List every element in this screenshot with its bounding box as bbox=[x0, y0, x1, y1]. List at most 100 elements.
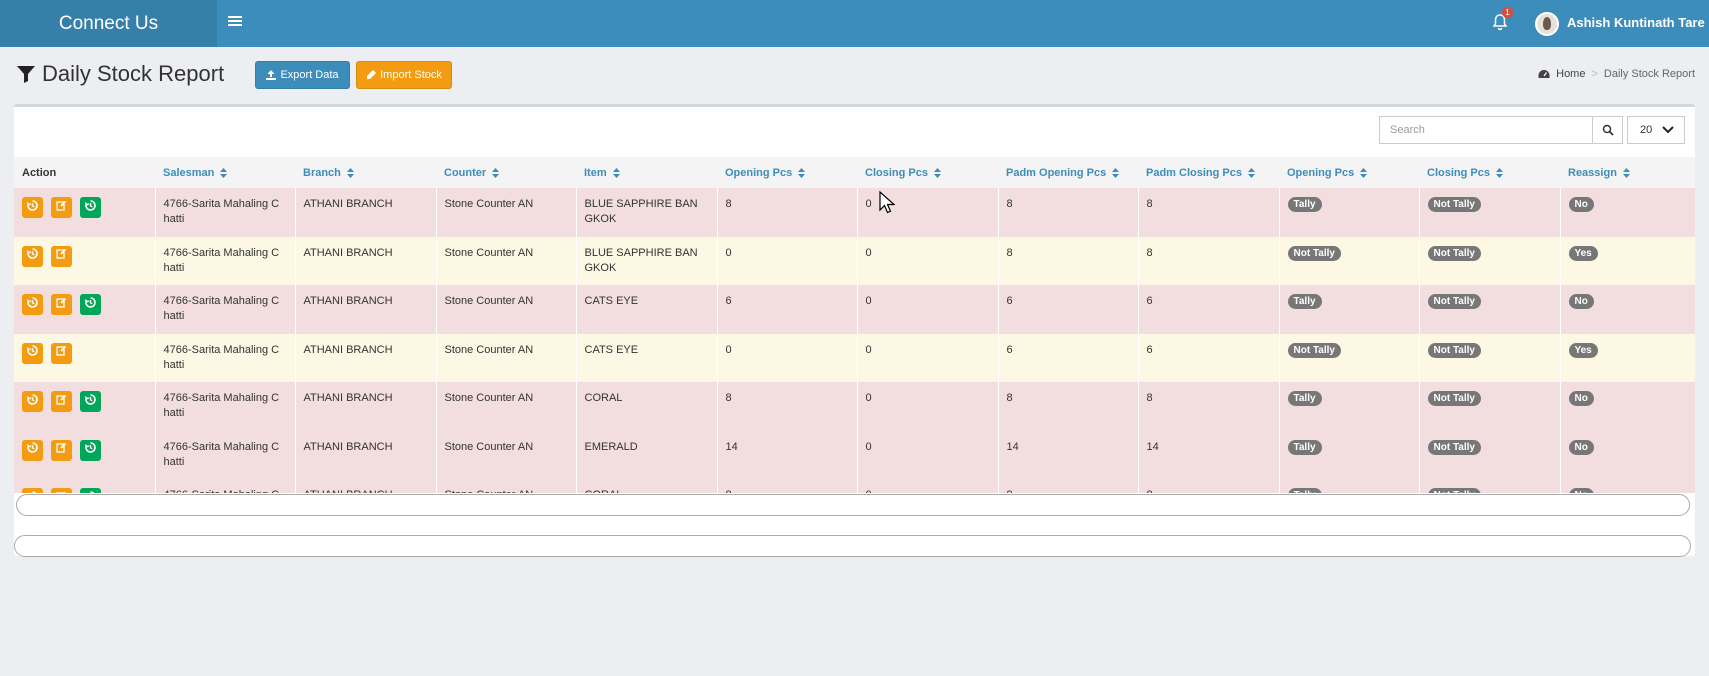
edit-icon bbox=[56, 200, 67, 216]
cell-reassign: No bbox=[1560, 188, 1695, 237]
edit-button[interactable] bbox=[51, 391, 72, 412]
import-stock-button[interactable]: Import Stock bbox=[356, 61, 452, 89]
history-button[interactable] bbox=[22, 294, 43, 315]
cell-counter: Stone Counter AN bbox=[436, 333, 577, 382]
column-header-action: Action bbox=[14, 157, 155, 188]
search-button[interactable] bbox=[1592, 116, 1623, 144]
reassign-button[interactable] bbox=[80, 197, 101, 218]
status-badge: Tally bbox=[1287, 391, 1322, 406]
edit-button[interactable] bbox=[51, 488, 72, 493]
column-header-closing-pcs[interactable]: Closing Pcs bbox=[857, 157, 998, 188]
cell-item: CATS EYE bbox=[576, 333, 718, 382]
column-header-closing-status[interactable]: Closing Pcs bbox=[1419, 157, 1560, 188]
cell-salesman: 4766-Sarita Mahaling C hatti bbox=[155, 285, 296, 334]
cell-padm-opening: 6 bbox=[998, 285, 1139, 334]
action-cell bbox=[14, 285, 156, 334]
cell-closing-status: Not Tally bbox=[1419, 382, 1561, 431]
edit-button[interactable] bbox=[51, 245, 72, 267]
history-button[interactable] bbox=[22, 488, 43, 493]
status-badge: Not Tally bbox=[1427, 391, 1481, 406]
cell-reassign: Yes bbox=[1560, 236, 1695, 285]
cell-padm-closing: 8 bbox=[1138, 382, 1280, 431]
column-header-reassign[interactable]: Reassign bbox=[1560, 157, 1695, 188]
column-header-branch[interactable]: Branch bbox=[295, 157, 436, 188]
status-badge: Yes bbox=[1568, 245, 1598, 261]
sort-icon bbox=[1495, 167, 1503, 178]
breadcrumb-current: Daily Stock Report bbox=[1603, 68, 1695, 80]
status-badge: No bbox=[1568, 197, 1594, 212]
history-icon bbox=[26, 345, 38, 361]
history-button[interactable] bbox=[22, 342, 43, 364]
sort-icon bbox=[1360, 167, 1368, 178]
column-header-salesman[interactable]: Salesman bbox=[155, 157, 295, 188]
column-header-label: Reassign bbox=[1568, 166, 1617, 179]
cell-closing-status: Not Tally bbox=[1419, 333, 1561, 382]
mouse-cursor-icon bbox=[879, 191, 895, 214]
chevron-down-icon bbox=[1662, 126, 1674, 134]
column-header-counter[interactable]: Counter bbox=[436, 157, 576, 188]
cell-reassign: No bbox=[1560, 430, 1695, 479]
column-header-padm-opening-pcs[interactable]: Padm Opening Pcs bbox=[998, 157, 1138, 188]
column-header-padm-closing-pcs[interactable]: Padm Closing Pcs bbox=[1138, 157, 1279, 188]
horizontal-scrollbar-secondary[interactable] bbox=[14, 535, 1691, 557]
export-data-button[interactable]: Export Data bbox=[255, 61, 350, 89]
column-header-item[interactable]: Item bbox=[576, 157, 717, 188]
action-cell bbox=[14, 430, 156, 479]
cell-item: CORAL bbox=[576, 382, 718, 431]
sort-icon bbox=[798, 167, 806, 178]
cell-closing: 0 bbox=[857, 333, 999, 382]
column-header-label: Padm Opening Pcs bbox=[1006, 166, 1107, 179]
cell-item: BLUE SAPPHIRE BAN GKOK bbox=[576, 188, 718, 237]
edit-button[interactable] bbox=[51, 294, 72, 315]
column-header-opening-status[interactable]: Opening Pcs bbox=[1279, 157, 1419, 188]
history-button[interactable] bbox=[22, 245, 43, 267]
page-size-select[interactable]: 20 bbox=[1627, 116, 1685, 144]
history-icon bbox=[84, 393, 96, 410]
status-badge: Not Tally bbox=[1287, 245, 1341, 261]
action-cell bbox=[14, 382, 156, 431]
column-header-opening-pcs[interactable]: Opening Pcs bbox=[717, 157, 857, 188]
history-icon bbox=[84, 199, 96, 216]
stock-table: Action Salesman Branch Counter Item Opening P… bbox=[14, 157, 1695, 493]
reassign-button[interactable] bbox=[80, 391, 101, 412]
edit-button[interactable] bbox=[51, 197, 72, 218]
brand-text: Connect Us bbox=[58, 12, 159, 34]
stock-table-wrapper[interactable]: Action Salesman Branch Counter Item Opening P… bbox=[14, 157, 1695, 493]
column-header-label: Padm Closing Pcs bbox=[1146, 166, 1242, 179]
cell-item: BLUE SAPPHIRE BAN GKOK bbox=[576, 236, 718, 285]
user-name[interactable]: Ashish Kuntinath Tare bbox=[1567, 15, 1705, 30]
cell-closing-status: Not Tally bbox=[1419, 285, 1561, 334]
history-icon bbox=[26, 393, 38, 410]
sidebar-toggle-icon[interactable] bbox=[228, 14, 242, 28]
edit-button[interactable] bbox=[51, 439, 72, 461]
horizontal-scrollbar[interactable] bbox=[16, 494, 1690, 516]
filter-icon bbox=[17, 66, 35, 83]
reassign-button[interactable] bbox=[80, 439, 101, 461]
reassign-button[interactable] bbox=[80, 488, 101, 493]
history-button[interactable] bbox=[22, 439, 43, 461]
history-button[interactable] bbox=[22, 197, 43, 218]
edit-button[interactable] bbox=[51, 342, 72, 364]
column-header-label: Salesman bbox=[163, 166, 215, 179]
cell-padm-opening: 8 bbox=[998, 382, 1139, 431]
status-badge: Not Tally bbox=[1427, 294, 1481, 309]
cell-opening-status: Tally bbox=[1279, 382, 1420, 431]
column-header-label: Closing Pcs bbox=[1427, 166, 1490, 179]
history-button[interactable] bbox=[22, 391, 43, 412]
breadcrumb-home[interactable]: Home bbox=[1556, 68, 1586, 80]
brand-logo[interactable]: Connect Us bbox=[0, 0, 217, 47]
history-icon bbox=[26, 442, 38, 458]
action-cell bbox=[14, 333, 156, 382]
search-input[interactable] bbox=[1379, 116, 1593, 144]
column-header-label: Closing Pcs bbox=[865, 166, 928, 179]
cell-counter: Stone Counter AN bbox=[436, 188, 577, 237]
avatar[interactable] bbox=[1535, 12, 1559, 36]
column-header-label: Action bbox=[22, 166, 57, 179]
column-header-label: Opening Pcs bbox=[725, 166, 793, 179]
cell-reassign: No bbox=[1560, 285, 1695, 334]
cell-closing: 0 bbox=[857, 479, 999, 493]
reassign-button[interactable] bbox=[80, 294, 101, 315]
sort-icon bbox=[346, 167, 354, 178]
cell-padm-opening: 8 bbox=[998, 236, 1139, 285]
